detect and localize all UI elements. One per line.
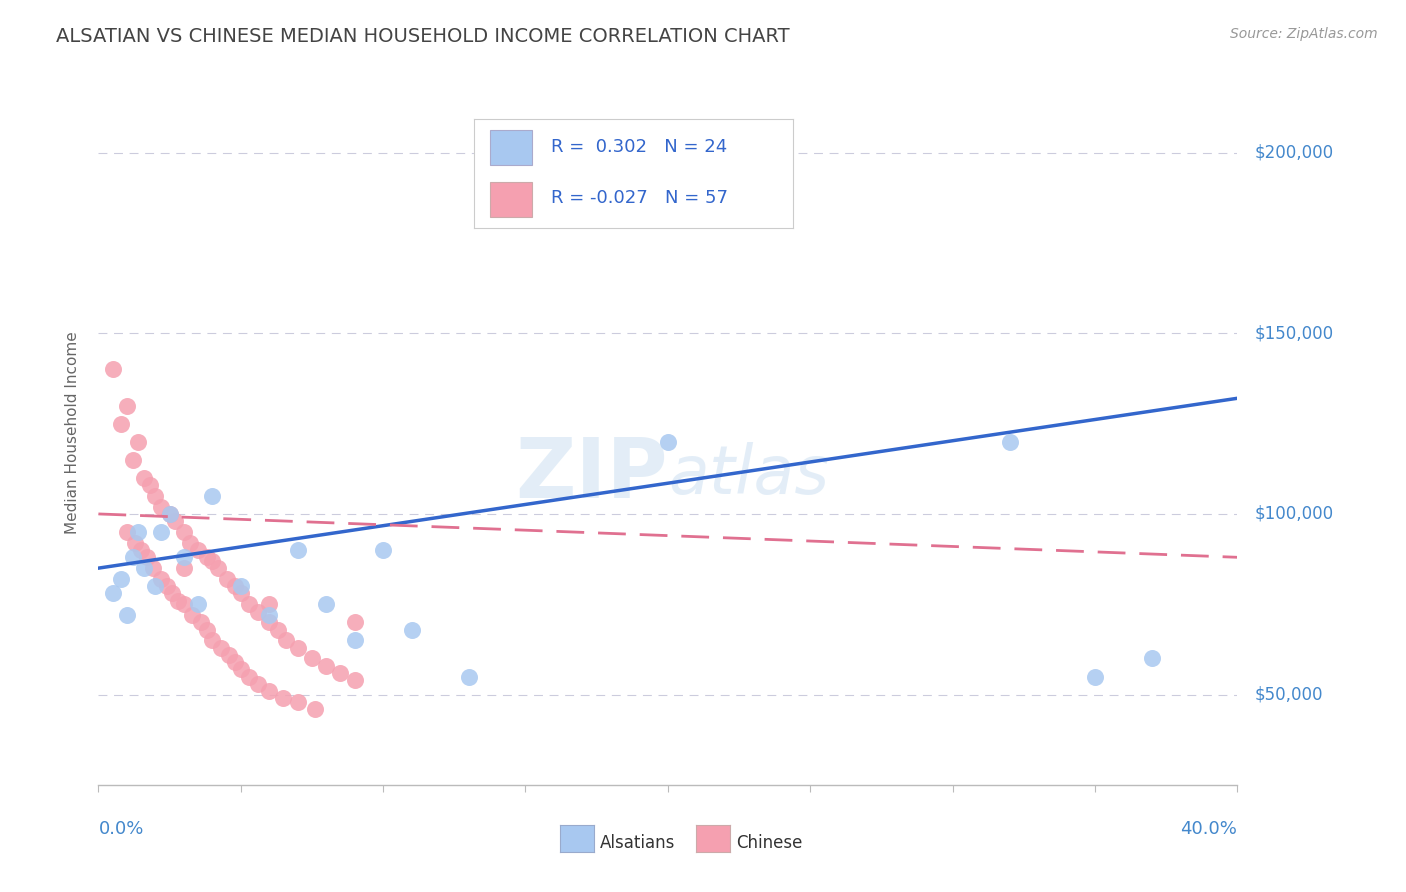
Point [201, 554, 224, 568]
Text: $100,000: $100,000 [1254, 505, 1333, 523]
Point [127, 434, 149, 449]
Point [218, 648, 240, 662]
Point [173, 550, 195, 565]
Point [207, 561, 229, 575]
Point [159, 507, 181, 521]
Point [276, 633, 298, 648]
Point [195, 623, 218, 637]
Point [246, 677, 269, 691]
Text: 0.0%: 0.0% [98, 821, 143, 838]
Point [343, 673, 366, 688]
Point [343, 615, 366, 630]
Point [173, 524, 195, 539]
Point [187, 543, 209, 558]
Point [121, 452, 143, 467]
Point [190, 615, 212, 630]
Point [187, 597, 209, 611]
Point [373, 543, 395, 558]
Point [132, 561, 155, 575]
Text: $200,000: $200,000 [1254, 144, 1333, 161]
Point [238, 669, 260, 683]
Text: $150,000: $150,000 [1254, 325, 1333, 343]
Point [1084, 669, 1107, 683]
Point [129, 543, 152, 558]
Text: Alsatians: Alsatians [599, 834, 675, 852]
Point [215, 572, 238, 586]
Point [287, 640, 309, 655]
Point [121, 550, 143, 565]
Point [110, 417, 132, 431]
Point [156, 579, 179, 593]
Point [229, 586, 252, 600]
Y-axis label: Median Household Income: Median Household Income [65, 331, 80, 534]
Point [315, 597, 337, 611]
Point [159, 507, 181, 521]
Point [201, 489, 224, 503]
Point [101, 586, 124, 600]
Point [259, 615, 281, 630]
Point [132, 471, 155, 485]
Point [115, 608, 138, 623]
Point [167, 593, 190, 607]
Text: 40.0%: 40.0% [1181, 821, 1237, 838]
Point [259, 597, 281, 611]
Point [401, 623, 423, 637]
Point [457, 669, 479, 683]
Point [229, 662, 252, 676]
Point [173, 597, 195, 611]
Point [195, 550, 218, 565]
Point [1140, 651, 1163, 665]
Point [110, 572, 132, 586]
Point [301, 651, 323, 665]
Point [124, 536, 146, 550]
Point [145, 579, 167, 593]
Point [179, 536, 201, 550]
Point [287, 543, 309, 558]
Point [127, 524, 149, 539]
Point [115, 399, 138, 413]
Text: atlas: atlas [668, 442, 830, 508]
Point [115, 524, 138, 539]
Point [259, 684, 281, 698]
Point [173, 561, 195, 575]
Point [224, 655, 246, 669]
Point [287, 695, 309, 709]
Point [998, 434, 1021, 449]
Point [259, 608, 281, 623]
Point [150, 524, 173, 539]
Point [246, 605, 269, 619]
Point [145, 489, 167, 503]
Point [329, 665, 352, 680]
Point [150, 572, 173, 586]
Text: ZIP: ZIP [516, 434, 668, 516]
Point [138, 478, 160, 492]
Point [304, 702, 326, 716]
Point [141, 561, 163, 575]
Point [135, 550, 157, 565]
Point [315, 658, 337, 673]
Text: Source: ZipAtlas.com: Source: ZipAtlas.com [1230, 27, 1378, 41]
Point [224, 579, 246, 593]
Point [209, 640, 232, 655]
Point [273, 691, 295, 706]
Point [162, 586, 184, 600]
Text: $50,000: $50,000 [1254, 686, 1323, 704]
Point [267, 623, 290, 637]
Point [238, 597, 260, 611]
Text: Chinese: Chinese [737, 834, 803, 852]
Point [657, 434, 679, 449]
Point [201, 633, 224, 648]
Point [150, 500, 173, 514]
Text: ALSATIAN VS CHINESE MEDIAN HOUSEHOLD INCOME CORRELATION CHART: ALSATIAN VS CHINESE MEDIAN HOUSEHOLD INC… [56, 27, 790, 45]
Point [165, 514, 187, 528]
Point [101, 362, 124, 376]
Point [343, 633, 366, 648]
Point [181, 608, 204, 623]
Point [229, 579, 252, 593]
